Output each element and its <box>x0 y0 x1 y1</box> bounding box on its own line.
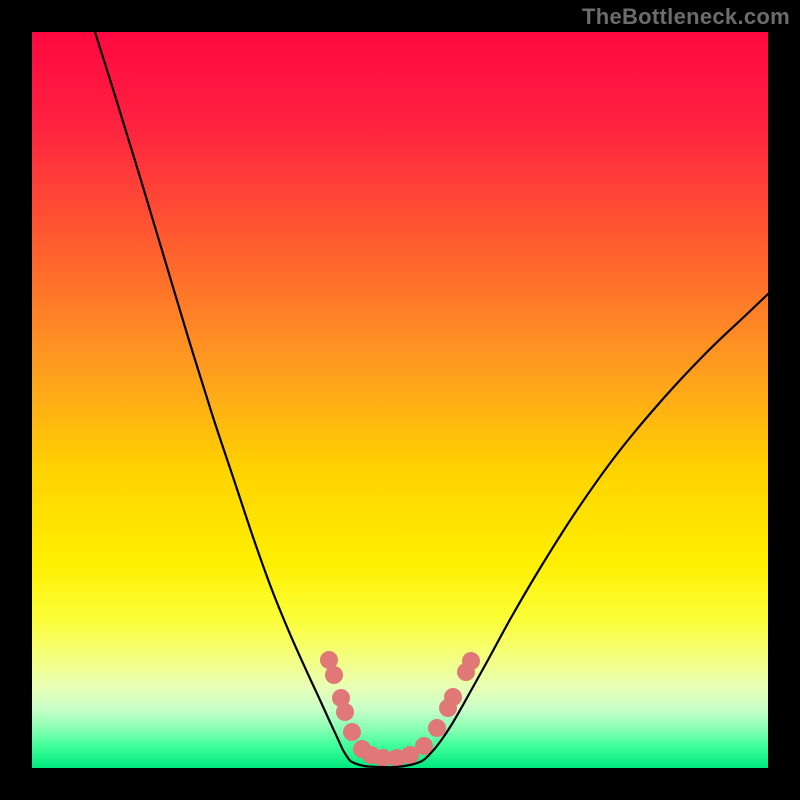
watermark-text: TheBottleneck.com <box>582 4 790 30</box>
plot-area <box>32 32 768 768</box>
curve-marker <box>462 652 480 670</box>
curve-marker <box>428 719 446 737</box>
curve-marker <box>343 723 361 741</box>
curve-marker <box>444 688 462 706</box>
v-curve-path <box>95 32 768 767</box>
curve-marker <box>336 703 354 721</box>
chart-svg <box>32 32 768 768</box>
curve-marker <box>325 666 343 684</box>
